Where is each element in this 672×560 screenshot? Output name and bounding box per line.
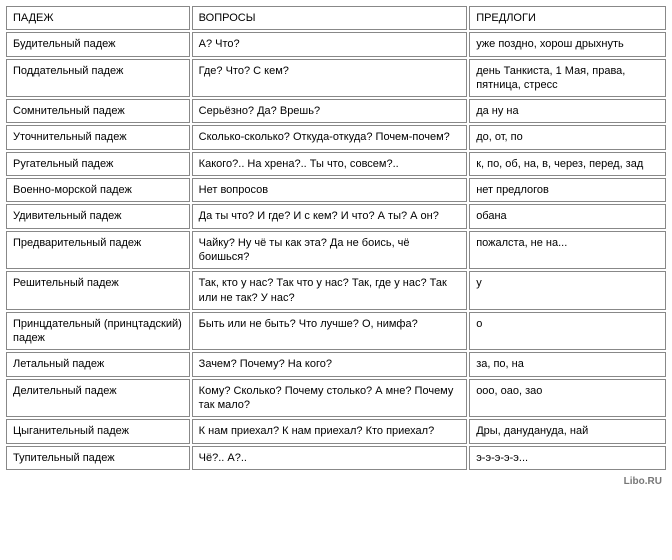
cell-prep: э-э-э-э-э...: [469, 446, 666, 470]
cell-questions: Зачем? Почему? На кого?: [192, 352, 468, 376]
table-row: Военно-морской падежНет вопросовнет пред…: [6, 178, 666, 202]
cell-case: Поддательный падеж: [6, 59, 190, 98]
cell-questions: Какого?.. На хрена?.. Ты что, совсем?..: [192, 152, 468, 176]
cell-questions: Так, кто у нас? Так что у нас? Так, где …: [192, 271, 468, 310]
table-row: Поддательный падежГде? Что? С кем?день Т…: [6, 59, 666, 98]
table-row: Сомнительный падежСерьёзно? Да? Врешь?да…: [6, 99, 666, 123]
table-row: Цыганительный падежК нам приехал? К нам …: [6, 419, 666, 443]
cell-case: Предварительный падеж: [6, 231, 190, 270]
cell-questions: Где? Что? С кем?: [192, 59, 468, 98]
table-row: Предварительный падежЧайку? Ну чё ты как…: [6, 231, 666, 270]
footer-credit: Libo.RU: [4, 472, 668, 487]
cell-prep: Дры, данудануда, най: [469, 419, 666, 443]
cell-prep: день Танкиста, 1 Мая, права, пятница, ст…: [469, 59, 666, 98]
cell-prep: ооо, оао, зао: [469, 379, 666, 418]
cell-case: Тупительный падеж: [6, 446, 190, 470]
cell-questions: Сколько-сколько? Откуда-откуда? Почем-по…: [192, 125, 468, 149]
cell-questions: Нет вопросов: [192, 178, 468, 202]
cell-prep: да ну на: [469, 99, 666, 123]
col-header-case: ПАДЕЖ: [6, 6, 190, 30]
col-header-prepositions: ПРЕДЛОГИ: [469, 6, 666, 30]
cell-case: Делительный падеж: [6, 379, 190, 418]
cell-questions: К нам приехал? К нам приехал? Кто приеха…: [192, 419, 468, 443]
cell-prep: уже поздно, хорош дрыхнуть: [469, 32, 666, 56]
cell-questions: Кому? Сколько? Почему столько? А мне? По…: [192, 379, 468, 418]
cell-prep: до, от, по: [469, 125, 666, 149]
table-row: Решительный падежТак, кто у нас? Так что…: [6, 271, 666, 310]
table-row: Удивительный падежДа ты что? И где? И с …: [6, 204, 666, 228]
cell-case: Сомнительный падеж: [6, 99, 190, 123]
table-row: Летальный падежЗачем? Почему? На кого?за…: [6, 352, 666, 376]
cell-prep: обана: [469, 204, 666, 228]
cell-prep: нет предлогов: [469, 178, 666, 202]
cell-case: Ругательный падеж: [6, 152, 190, 176]
cell-case: Цыганительный падеж: [6, 419, 190, 443]
cell-case: Решительный падеж: [6, 271, 190, 310]
cell-prep: о: [469, 312, 666, 351]
cell-case: Принцдательный (принцтадский) падеж: [6, 312, 190, 351]
cell-prep: к, по, об, на, в, через, перед, зад: [469, 152, 666, 176]
cases-table: ПАДЕЖ ВОПРОСЫ ПРЕДЛОГИ Будительный падеж…: [4, 4, 668, 472]
table-row: Ругательный падежКакого?.. На хрена?.. Т…: [6, 152, 666, 176]
cell-case: Летальный падеж: [6, 352, 190, 376]
table-row: Делительный падежКому? Сколько? Почему с…: [6, 379, 666, 418]
cell-questions: Быть или не быть? Что лучше? О, нимфа?: [192, 312, 468, 351]
col-header-questions: ВОПРОСЫ: [192, 6, 468, 30]
table-header-row: ПАДЕЖ ВОПРОСЫ ПРЕДЛОГИ: [6, 6, 666, 30]
cell-case: Будительный падеж: [6, 32, 190, 56]
cell-case: Военно-морской падеж: [6, 178, 190, 202]
cell-questions: Серьёзно? Да? Врешь?: [192, 99, 468, 123]
cell-prep: за, по, на: [469, 352, 666, 376]
cell-questions: Чё?.. А?..: [192, 446, 468, 470]
table-row: Тупительный падежЧё?.. А?..э-э-э-э-э...: [6, 446, 666, 470]
cell-prep: пожалста, не на...: [469, 231, 666, 270]
cell-questions: А? Что?: [192, 32, 468, 56]
cell-case: Удивительный падеж: [6, 204, 190, 228]
cell-prep: у: [469, 271, 666, 310]
table-row: Будительный падежА? Что?уже поздно, хоро…: [6, 32, 666, 56]
table-row: Уточнительный падежСколько-сколько? Отку…: [6, 125, 666, 149]
cell-questions: Да ты что? И где? И с кем? И что? А ты? …: [192, 204, 468, 228]
cell-questions: Чайку? Ну чё ты как эта? Да не боись, чё…: [192, 231, 468, 270]
table-row: Принцдательный (принцтадский) падежБыть …: [6, 312, 666, 351]
cell-case: Уточнительный падеж: [6, 125, 190, 149]
